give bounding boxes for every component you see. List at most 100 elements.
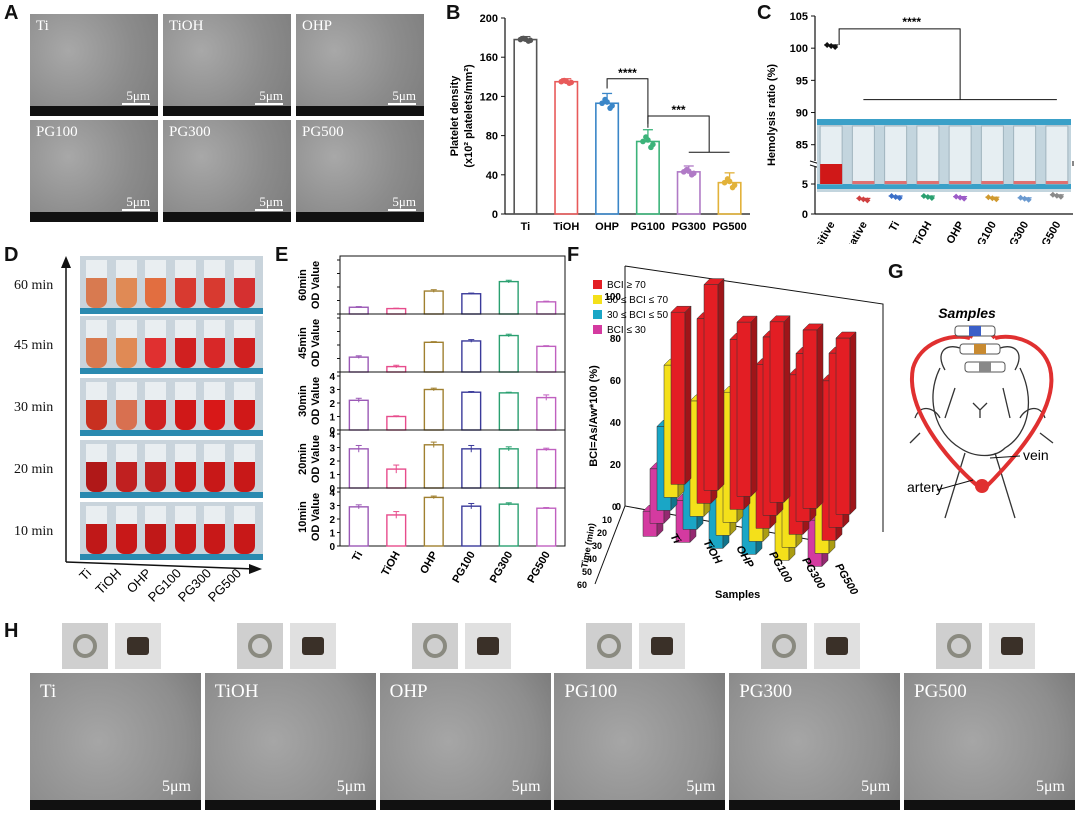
x-tick-label: PG500	[525, 550, 553, 586]
bar	[348, 306, 369, 315]
y-tick-label: 80	[486, 131, 498, 143]
scale-bar-line	[388, 209, 416, 211]
sem-image: PG300 5μm	[163, 120, 291, 222]
bci-bar-top	[736, 315, 758, 323]
data-point	[832, 43, 839, 50]
subplot-y-label: OD Value	[310, 261, 322, 309]
bar	[386, 415, 407, 431]
x-tick-label: PG300	[672, 221, 706, 233]
panel-g-circulation-diagram: Samples artery vein	[907, 305, 1054, 519]
significance-label: ***	[672, 103, 686, 117]
x-tick-label: negative	[837, 220, 870, 245]
panel-label-g: G	[888, 261, 904, 283]
scale-bar-label: 5μm	[392, 88, 416, 103]
data-point	[561, 77, 568, 84]
panel-label-a: A	[4, 2, 19, 24]
data-point	[602, 96, 608, 103]
y-tick-label: 200	[480, 13, 498, 25]
stent-photo	[115, 623, 161, 669]
sem-info-bar	[379, 800, 551, 810]
bar	[386, 307, 407, 315]
vein-pointer	[989, 455, 1021, 459]
y-tick-label: 0	[492, 209, 498, 221]
bci-bar-side	[717, 277, 725, 492]
time-label: 45 min	[14, 338, 54, 353]
panel-label-d: D	[4, 244, 19, 266]
bar	[461, 448, 482, 489]
y-tick-label: 0	[802, 209, 808, 221]
tube-row-photo	[80, 502, 263, 560]
subplot-y-label: OD Value	[310, 493, 322, 541]
bar	[513, 38, 538, 215]
scale-bar-line	[255, 209, 283, 211]
data-point	[961, 195, 968, 202]
sem-image: OHP 5μm	[296, 14, 424, 116]
vessel-junction-icon	[975, 479, 989, 493]
bci-bar	[802, 329, 818, 509]
scale-bar-label: 5μm	[336, 778, 366, 795]
bci-bar-top	[703, 278, 725, 285]
bci-bar	[703, 284, 719, 491]
y-axis-label-unit: (x10² platelets/mm²)	[463, 64, 475, 168]
sem-info-bar	[30, 106, 158, 116]
vein-label: vein	[1023, 447, 1049, 463]
subplot-series-label: 60min	[297, 269, 309, 301]
subplot-frame	[339, 255, 566, 315]
bar	[536, 345, 557, 373]
scale-bar-label: 5μm	[861, 778, 891, 795]
data-point	[928, 195, 935, 201]
y-tick-label: 1	[329, 529, 335, 540]
x-tick-label: OHP	[418, 550, 440, 577]
time-tick-label: 30	[592, 541, 602, 551]
data-point	[520, 35, 527, 42]
scale-bar-line	[122, 103, 150, 105]
bci-bar-side	[816, 323, 824, 510]
x-tick-label: Ti	[887, 220, 902, 234]
time-label: 60 min	[14, 278, 54, 293]
y-tick-label: 0	[329, 484, 335, 495]
bar	[423, 290, 444, 315]
bar	[423, 444, 444, 489]
panel-b-platelet-chart: 0 40 80 120 160 200 Ti TiOH OHP PG100 PG300 PG500 **…	[449, 13, 750, 233]
sem-image: Ti 5μm	[30, 14, 158, 116]
significance-bracket	[647, 115, 710, 153]
y-tick-label: 40	[610, 418, 622, 429]
y-axis-label: Hemolysis ratio (%)	[766, 64, 778, 166]
subplot-series-label: 10min	[297, 501, 309, 533]
stent-photo	[814, 623, 861, 669]
y-tick-label: 1	[329, 471, 335, 482]
sem-info-bar	[163, 106, 291, 116]
sem-image-label: PG100	[36, 124, 78, 140]
y-tick-label: 120	[480, 91, 498, 103]
data-point	[1057, 193, 1064, 200]
x-tick-label: TiOH	[911, 219, 934, 244]
bci-bar	[736, 321, 752, 497]
y-tick-label: 105	[790, 11, 808, 23]
subplot-y-label: OD Value	[310, 319, 322, 367]
bar	[461, 391, 482, 431]
bar	[461, 505, 482, 547]
data-point	[648, 144, 654, 151]
bar	[635, 140, 660, 215]
bar	[498, 280, 519, 315]
time-tick-label: 20	[597, 528, 607, 538]
y-tick-label: 5	[802, 179, 808, 191]
legend-label: BCI ≥ 70	[607, 280, 646, 291]
sem-info-bar	[554, 800, 726, 810]
sem-info-bar	[30, 800, 201, 810]
x-tick-label: OHP	[595, 221, 619, 233]
sem-image: TiOH 5μm	[163, 14, 291, 116]
bar	[386, 514, 407, 547]
time-axis	[594, 505, 626, 585]
sem-info-bar	[163, 212, 291, 222]
samples-title: Samples	[938, 305, 996, 321]
bci-bar-top	[835, 331, 857, 339]
x-tick-label: Ti	[350, 550, 365, 564]
subplot-frame	[339, 429, 566, 489]
bar	[536, 396, 557, 431]
sem-info-bar	[729, 800, 901, 810]
y-tick-label: 3	[329, 386, 335, 397]
ring-photo	[761, 623, 808, 669]
time-label: 20 min	[14, 462, 54, 477]
